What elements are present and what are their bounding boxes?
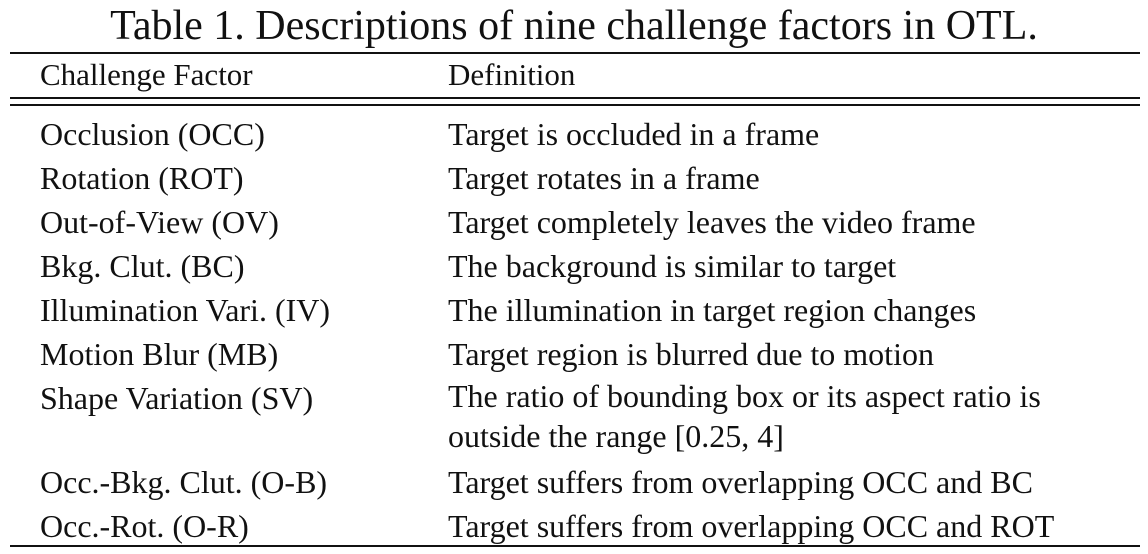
column-header-definition: Definition [448,57,576,92]
table-row: Occ.-Rot. (O-R) Target suffers from over… [0,504,1148,548]
table-row: Shape Variation (SV) The ratio of boundi… [0,376,1148,460]
factor-cell: Illumination Vari. (IV) [40,292,331,328]
factor-cell: Shape Variation (SV) [40,380,314,416]
factor-cell: Motion Blur (MB) [40,336,279,372]
definition-cell: The background is similar to target [448,248,897,284]
definition-cell: Target is occluded in a frame [448,116,820,152]
table-row: Bkg. Clut. (BC) The background is simila… [0,244,1148,288]
factor-cell: Occlusion (OCC) [40,116,265,152]
factor-cell: Occ.-Rot. (O-R) [40,508,249,544]
table-row: Rotation (ROT) Target rotates in a frame [0,156,1148,200]
definition-cell: The ratio of bounding box or its aspect … [448,378,1041,454]
table-row: Illumination Vari. (IV) The illumination… [0,288,1148,332]
definition-cell: Target rotates in a frame [448,160,760,196]
top-rule [10,52,1140,54]
factor-cell: Rotation (ROT) [40,160,244,196]
header-rule-upper [10,97,1140,99]
table-body: Occlusion (OCC) Target is occluded in a … [0,112,1148,548]
table-header: Challenge Factor Definition [0,56,1148,94]
table-row: Occ.-Bkg. Clut. (O-B) Target suffers fro… [0,460,1148,504]
bottom-rule [10,545,1140,547]
definition-cell: Target suffers from overlapping OCC and … [448,508,1055,544]
table-caption: Table 1. Descriptions of nine challenge … [110,3,1038,49]
factor-cell: Out-of-View (OV) [40,204,279,240]
table-row: Out-of-View (OV) Target completely leave… [0,200,1148,244]
column-header-challenge-factor: Challenge Factor [40,57,253,92]
definition-cell: The illumination in target region change… [448,292,977,328]
header-rule-lower [10,104,1140,106]
table-row: Occlusion (OCC) Target is occluded in a … [0,112,1148,156]
table-row: Motion Blur (MB) Target region is blurre… [0,332,1148,376]
definition-cell: Target completely leaves the video frame [448,204,976,240]
factor-cell: Bkg. Clut. (BC) [40,248,245,284]
definition-cell: Target region is blurred due to motion [448,336,934,372]
factor-cell: Occ.-Bkg. Clut. (O-B) [40,464,328,500]
definition-cell: Target suffers from overlapping OCC and … [448,464,1033,500]
